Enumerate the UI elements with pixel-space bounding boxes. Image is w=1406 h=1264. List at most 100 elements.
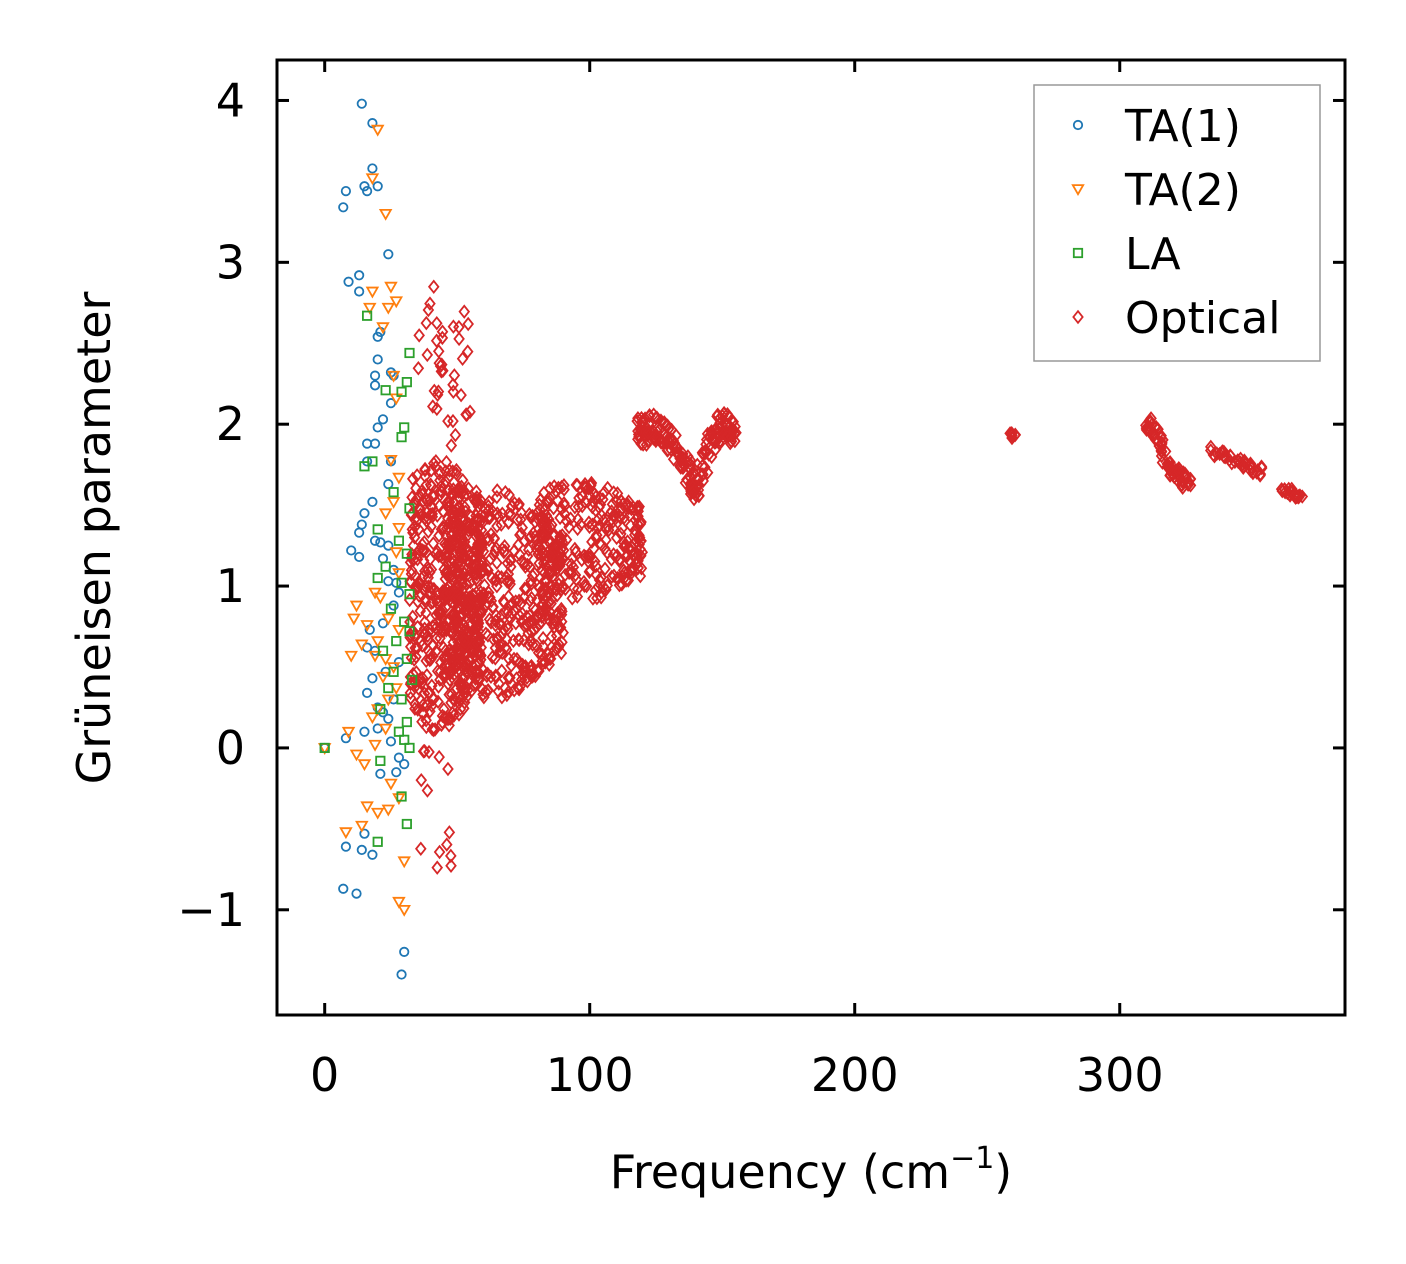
point-optical <box>445 848 457 864</box>
point-ta-1- <box>340 186 352 197</box>
point-ta-1- <box>356 844 367 855</box>
point-optical <box>443 463 456 478</box>
point-optical <box>607 514 619 529</box>
point-la <box>380 385 391 396</box>
point-optical <box>446 594 458 610</box>
point-optical <box>474 529 486 545</box>
point-optical <box>583 519 596 535</box>
point-optical <box>571 589 584 604</box>
point-optical <box>414 603 427 619</box>
point-optical <box>413 328 425 343</box>
point-optical <box>613 552 626 567</box>
legend-marker <box>1071 184 1085 197</box>
point-optical <box>439 643 452 658</box>
point-optical <box>555 607 568 622</box>
point-optical <box>472 613 484 628</box>
point-optical <box>458 500 471 515</box>
legend-marker <box>1072 119 1084 131</box>
point-optical <box>524 509 537 525</box>
point-ta-2- <box>389 683 404 696</box>
point-optical <box>478 577 491 593</box>
point-optical <box>1225 455 1238 471</box>
point-optical <box>445 858 457 873</box>
y-tick-label: 2 <box>216 397 245 451</box>
point-optical <box>430 315 443 331</box>
point-optical <box>439 565 452 580</box>
point-optical <box>430 607 442 623</box>
point-optical <box>513 632 525 648</box>
point-optical <box>721 428 733 444</box>
point-optical <box>534 492 547 507</box>
point-optical <box>491 518 503 534</box>
point-optical <box>427 279 440 295</box>
point-optical <box>485 593 498 609</box>
point-optical <box>498 622 510 637</box>
point-optical <box>556 528 569 543</box>
point-optical <box>1159 444 1172 459</box>
point-optical <box>450 681 463 696</box>
point-optical <box>540 508 553 523</box>
point-ta-2- <box>360 620 374 632</box>
point-optical <box>440 586 452 601</box>
point-optical <box>427 489 440 505</box>
point-ta-1- <box>383 713 394 724</box>
legend-label: TA(2) <box>1124 165 1241 216</box>
point-ta-2- <box>384 455 398 467</box>
point-optical <box>602 522 615 538</box>
point-optical <box>430 333 443 348</box>
point-optical <box>464 522 477 537</box>
point-optical <box>442 761 454 777</box>
point-optical <box>555 614 568 629</box>
point-ta-1- <box>391 767 402 778</box>
point-ta-1- <box>369 380 381 391</box>
point-optical <box>504 559 517 574</box>
point-optical <box>477 509 490 524</box>
point-optical <box>674 451 686 466</box>
point-optical <box>1177 474 1189 489</box>
point-optical <box>525 573 537 588</box>
point-la <box>399 422 410 433</box>
point-optical <box>502 515 515 530</box>
point-optical <box>461 344 474 359</box>
point-optical <box>530 538 543 553</box>
point-ta-1- <box>346 545 357 556</box>
point-optical <box>546 565 558 580</box>
point-optical <box>668 435 681 451</box>
point-ta-2- <box>370 124 385 137</box>
point-optical <box>491 483 504 498</box>
point-optical <box>443 499 456 514</box>
point-optical <box>625 501 638 517</box>
point-ta-1- <box>362 186 373 197</box>
point-optical <box>1173 461 1185 476</box>
point-optical <box>611 572 624 587</box>
point-optical <box>532 645 545 660</box>
point-optical <box>630 551 642 566</box>
point-optical <box>427 536 440 551</box>
point-optical <box>1140 418 1152 433</box>
series-optical <box>403 279 1309 875</box>
point-optical <box>601 578 614 593</box>
point-optical <box>470 571 483 586</box>
point-ta-2- <box>384 281 398 294</box>
x-tick-label: 200 <box>811 1048 899 1102</box>
point-optical <box>474 652 487 667</box>
y-tick-label: 0 <box>216 721 245 775</box>
point-optical <box>579 476 591 492</box>
point-la <box>401 377 412 388</box>
point-ta-2- <box>349 600 364 613</box>
point-optical <box>690 479 703 494</box>
point-optical <box>496 506 509 521</box>
point-optical <box>718 406 730 421</box>
point-optical <box>451 658 463 674</box>
point-optical <box>1163 461 1176 476</box>
point-ta-2- <box>376 671 390 684</box>
legend-item: TA(2) <box>1071 165 1241 216</box>
point-optical <box>479 684 492 700</box>
point-optical <box>421 347 434 363</box>
point-optical <box>535 615 548 630</box>
point-ta-2- <box>386 497 401 509</box>
y-tick-label: −1 <box>177 883 245 937</box>
point-optical <box>636 413 649 429</box>
point-optical <box>471 636 484 652</box>
point-optical <box>537 547 550 562</box>
